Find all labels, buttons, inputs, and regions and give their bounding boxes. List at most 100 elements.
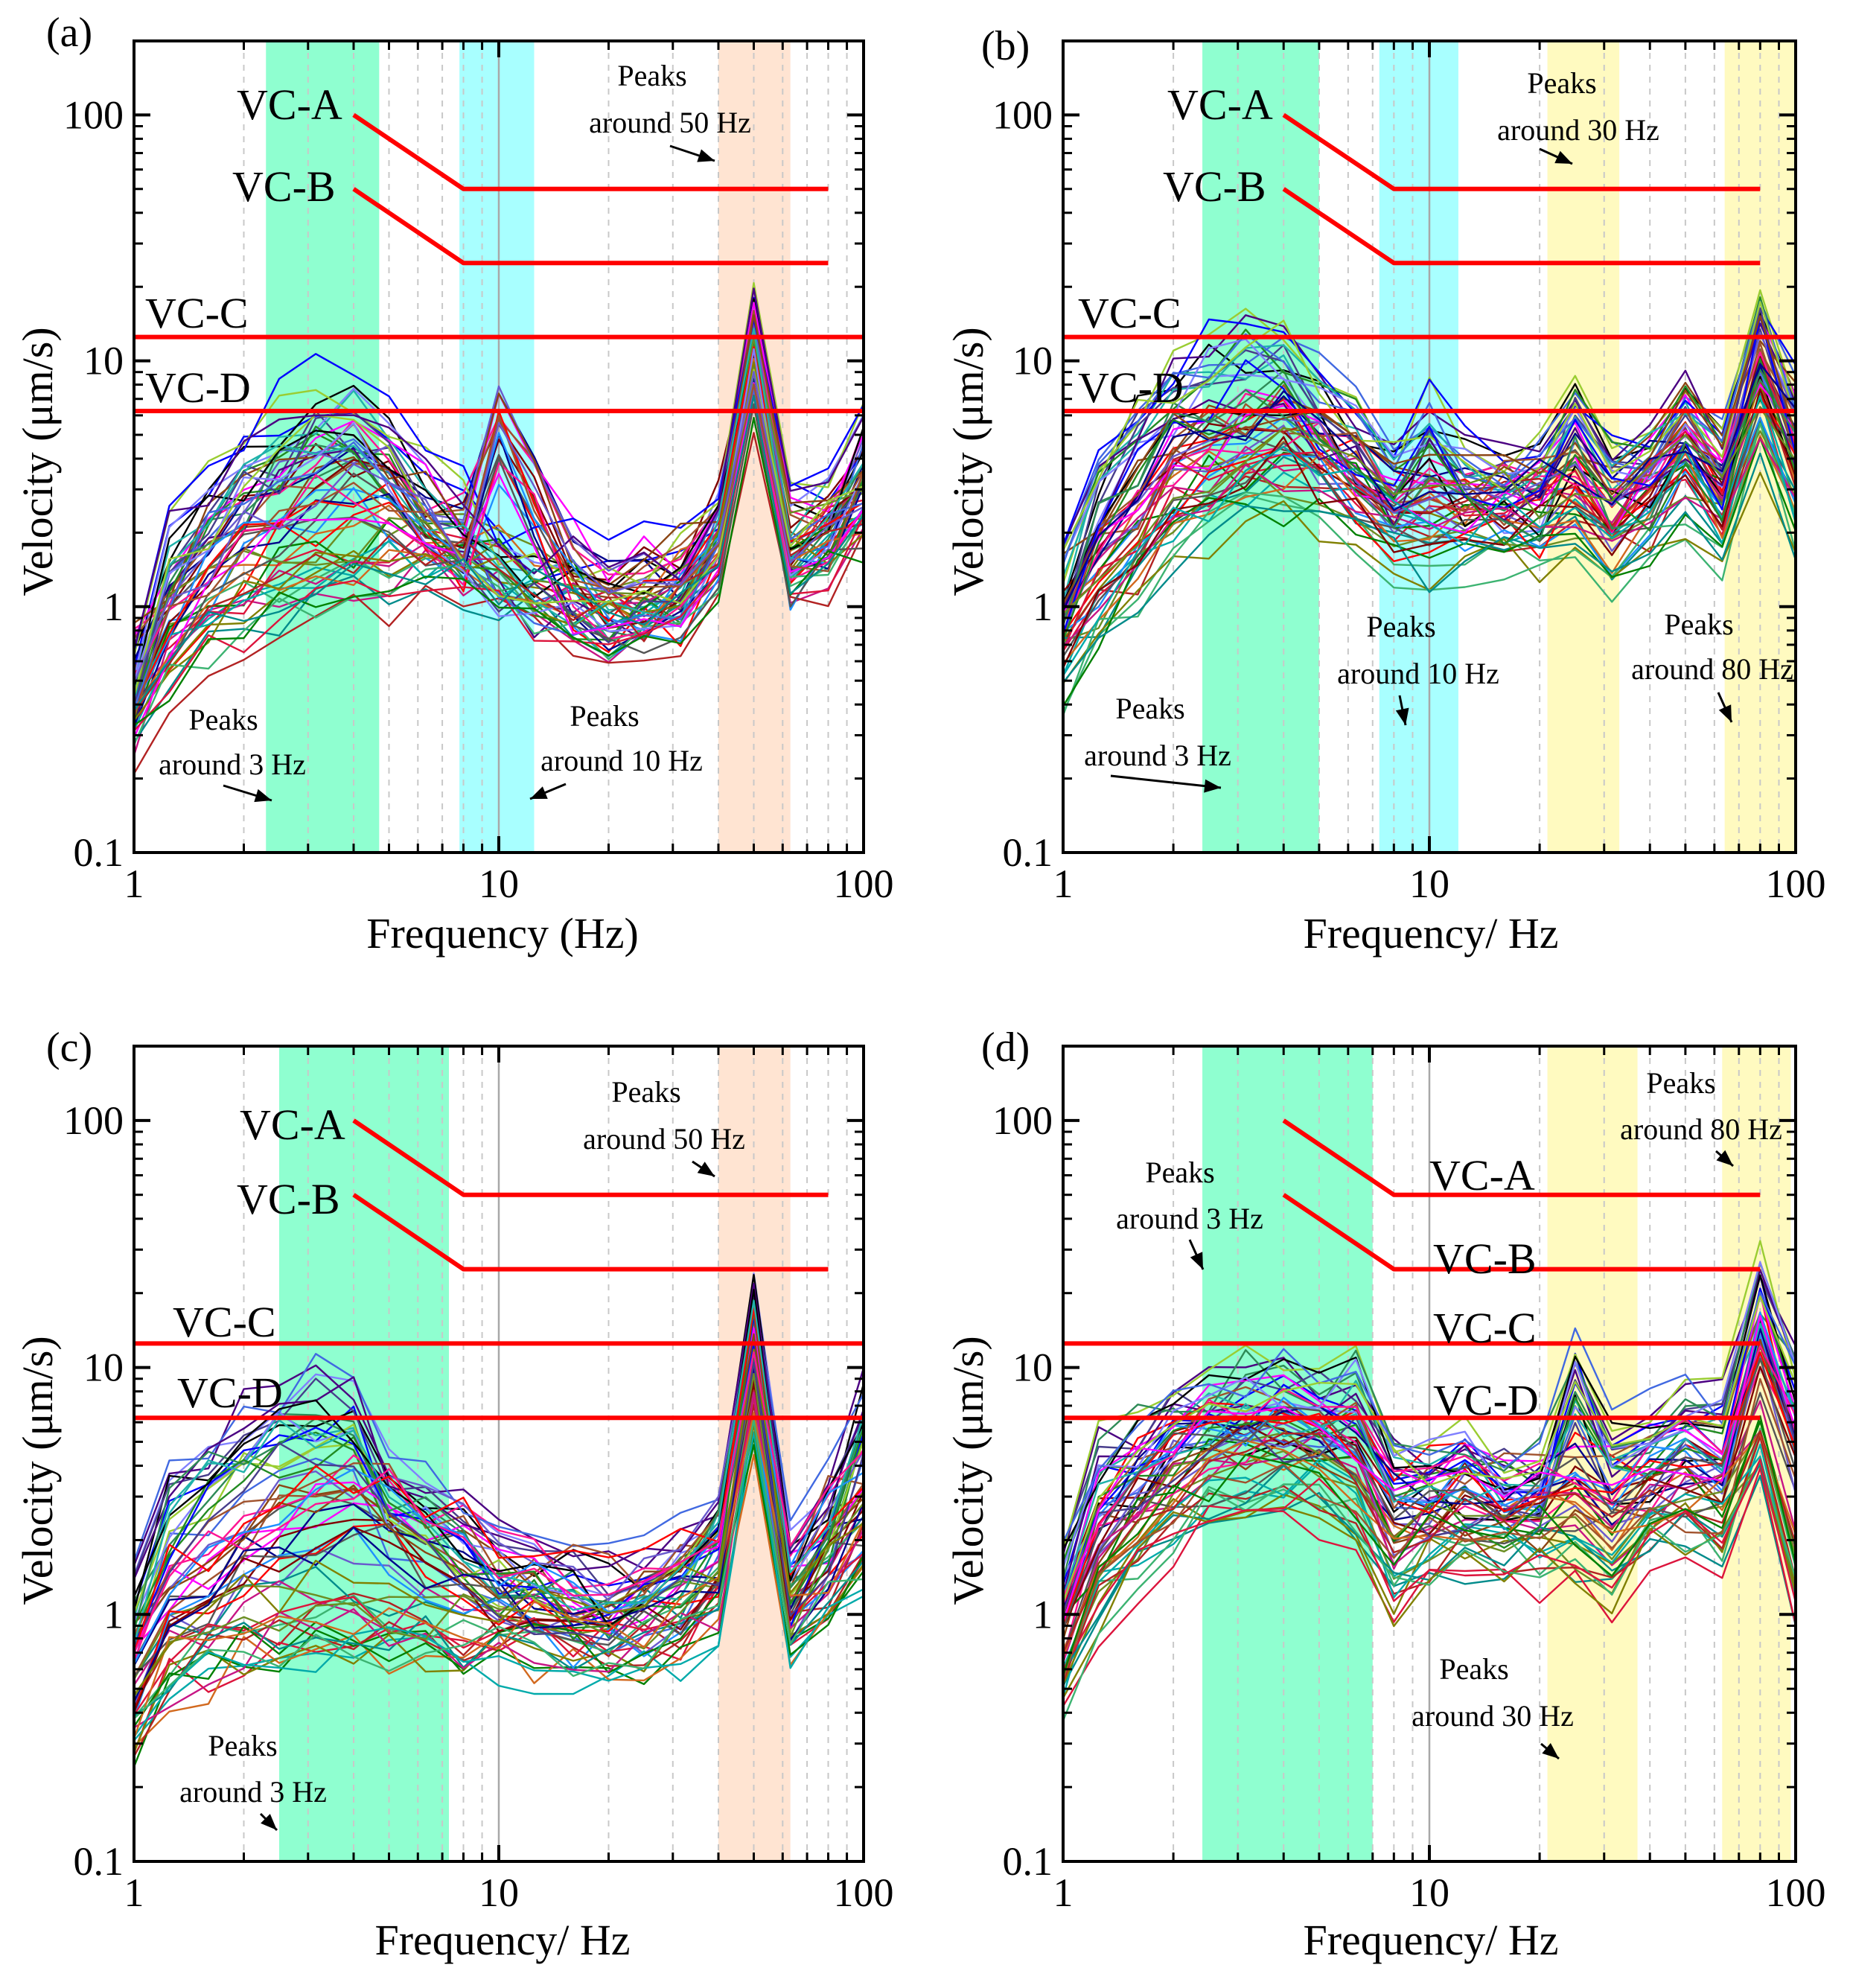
series-line (1062, 363, 1796, 612)
series-line (1062, 1458, 1797, 1671)
x-tick-label: 100 (834, 1870, 894, 1915)
series-line (133, 371, 864, 684)
note-80hz-line1-b: Peaks (1664, 608, 1733, 641)
series-line (1062, 1316, 1797, 1613)
note-3hz-line1-d: Peaks (1145, 1156, 1214, 1189)
x-tick-label: 10 (479, 1870, 519, 1915)
series-line (133, 1348, 864, 1696)
series-line (133, 403, 864, 705)
x-tick-label: 100 (1766, 1870, 1826, 1915)
series-line (1062, 1334, 1797, 1604)
y-tick-label: 0.1 (1003, 830, 1053, 875)
series-line (1062, 349, 1797, 640)
y-tick-label: 100 (63, 1098, 124, 1143)
annotation-arrow-a-1 (223, 784, 272, 803)
annotation-arrow-d-2 (1540, 1742, 1560, 1760)
series-line (133, 1431, 864, 1742)
y-tick-label: 1 (1033, 1592, 1053, 1637)
series-line (133, 382, 864, 739)
panel-label-a: (a) (46, 10, 92, 56)
x-tick-label: 100 (1766, 861, 1826, 906)
vc-b-label-b: VC-B (1163, 162, 1266, 211)
series-line (1062, 1459, 1797, 1721)
series-line (1062, 394, 1797, 635)
series-line (1062, 1345, 1797, 1597)
annotation-arrow-b-1 (1395, 695, 1409, 726)
arrow-head (261, 1814, 277, 1830)
criterion-line-vc-a-b (1282, 112, 1761, 191)
series-line (1062, 378, 1797, 613)
arrow-head (530, 786, 548, 799)
x-axis-title-b: Frequency/ Hz (1303, 909, 1558, 958)
series-line (1062, 1366, 1797, 1658)
series-line (1062, 1366, 1797, 1630)
series-line (133, 1282, 865, 1580)
note-10hz-line2-b: around 10 Hz (1337, 657, 1499, 690)
x-tick-label: 1 (124, 1870, 144, 1915)
y-tick-label: 0.1 (74, 830, 124, 875)
y-tick-label: 1 (103, 1592, 124, 1637)
series-line (133, 383, 865, 719)
x-axis-title-a: Frequency (Hz) (366, 909, 639, 958)
note-3hz-line2-b: around 3 Hz (1084, 739, 1231, 772)
x-tick-label: 1 (1053, 861, 1074, 906)
note-30hz-line2-d: around 30 Hz (1412, 1699, 1574, 1733)
series-line (1062, 301, 1797, 577)
note-3hz-line2-a: around 3 Hz (159, 748, 306, 781)
note-50hz-line2-a: around 50 Hz (589, 106, 751, 139)
series-line (133, 1412, 865, 1739)
note-10hz-line1-a: Peaks (570, 699, 639, 733)
series-group-a (133, 281, 865, 774)
series-line (1062, 1455, 1797, 1669)
x-axis-title-c: Frequency/ Hz (374, 1916, 630, 1964)
vc-c-label-c: VC-C (173, 1298, 276, 1346)
vc-b-label-a: VC-B (232, 162, 336, 211)
series-line (1062, 340, 1796, 555)
series-line (1062, 407, 1796, 615)
vc-b-label-d: VC-B (1433, 1234, 1537, 1283)
series-line (1062, 1433, 1797, 1651)
arrow-head (1554, 150, 1572, 164)
vc-a-label-a: VC-A (237, 80, 342, 129)
series-line (1062, 1341, 1797, 1604)
series-line (1062, 331, 1797, 634)
arrow-head (1190, 1252, 1203, 1269)
series-line (1062, 421, 1797, 639)
x-tick-label: 10 (1409, 1870, 1449, 1915)
y-tick-label: 10 (83, 339, 124, 383)
series-line (1062, 452, 1797, 684)
y-tick-label: 0.1 (1003, 1839, 1053, 1884)
note-30hz-line2-b: around 30 Hz (1497, 113, 1659, 147)
note-3hz-line1-a: Peaks (188, 703, 258, 736)
annotation-arrow-b-3 (1110, 774, 1222, 793)
series-line (133, 328, 865, 695)
y-tick-label: 100 (992, 92, 1053, 137)
panel-label-c: (c) (46, 1025, 92, 1071)
note-10hz-line1-b: Peaks (1366, 610, 1435, 643)
series-line (133, 1418, 864, 1720)
panel-label-d: (d) (981, 1025, 1030, 1071)
vc-c-label-b: VC-C (1078, 289, 1181, 337)
criterion-line-vc-b-b (1282, 187, 1761, 266)
y-tick-label: 100 (63, 92, 124, 137)
y-axis-title-a: Velocity (μm/s) (13, 327, 62, 596)
series-line (133, 287, 865, 650)
series-line (133, 1307, 865, 1629)
series-line (1062, 1291, 1797, 1543)
series-line (1062, 1351, 1797, 1626)
series-group-d (1062, 1240, 1797, 1721)
series-line (1062, 379, 1796, 626)
vc-b-label-c: VC-B (237, 1175, 340, 1223)
annotation-arrow-a-2 (529, 783, 567, 800)
vc-d-label-d: VC-D (1433, 1376, 1539, 1424)
series-line (1062, 395, 1797, 677)
note-3hz-line1-c: Peaks (208, 1729, 277, 1762)
arrow-head (1204, 779, 1221, 793)
vc-a-label-b: VC-A (1167, 80, 1273, 129)
note-50hz-line2-c: around 50 Hz (583, 1122, 745, 1156)
